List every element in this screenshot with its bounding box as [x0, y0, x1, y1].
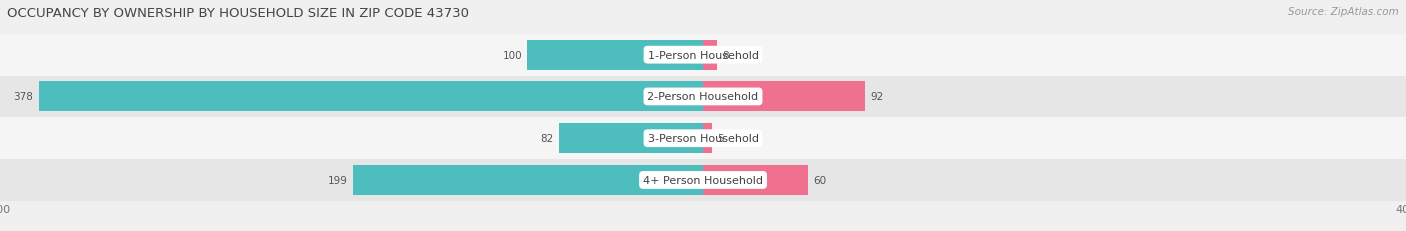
Bar	[703, 165, 808, 195]
Text: 82: 82	[540, 134, 554, 144]
Text: 1-Person Household: 1-Person Household	[648, 50, 758, 61]
Bar	[0, 35, 1406, 76]
Text: 378: 378	[14, 92, 34, 102]
Text: 199: 199	[328, 175, 349, 185]
Bar	[703, 40, 717, 70]
Text: 92: 92	[870, 92, 883, 102]
Text: Source: ZipAtlas.com: Source: ZipAtlas.com	[1288, 7, 1399, 17]
Text: 3-Person Household: 3-Person Household	[648, 134, 758, 144]
Bar	[0, 118, 1406, 159]
Bar	[703, 124, 711, 154]
Text: OCCUPANCY BY OWNERSHIP BY HOUSEHOLD SIZE IN ZIP CODE 43730: OCCUPANCY BY OWNERSHIP BY HOUSEHOLD SIZE…	[7, 7, 470, 20]
Text: 4+ Person Household: 4+ Person Household	[643, 175, 763, 185]
Bar	[0, 159, 1406, 201]
Text: 60: 60	[814, 175, 827, 185]
Text: 8: 8	[723, 50, 728, 61]
Bar	[527, 40, 703, 70]
Text: 5: 5	[717, 134, 724, 144]
Bar	[0, 76, 1406, 118]
Text: 100: 100	[502, 50, 522, 61]
Bar	[560, 124, 703, 154]
Bar	[353, 165, 703, 195]
Text: 2-Person Household: 2-Person Household	[647, 92, 759, 102]
Bar	[703, 82, 865, 112]
Bar	[38, 82, 703, 112]
